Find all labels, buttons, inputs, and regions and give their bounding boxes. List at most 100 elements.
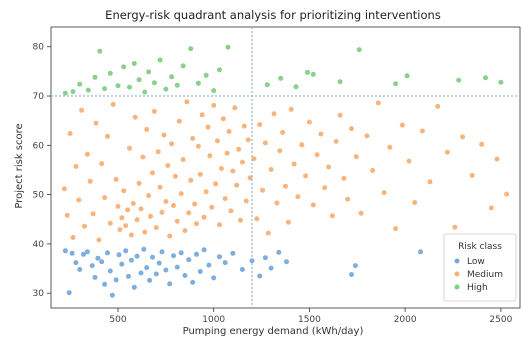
point-medium	[265, 230, 271, 236]
point-low	[119, 261, 125, 267]
point-medium	[406, 158, 412, 164]
point-medium	[341, 175, 347, 181]
point-medium	[205, 124, 211, 130]
point-high	[305, 69, 310, 75]
point-medium	[444, 149, 450, 155]
point-medium	[370, 168, 376, 173]
point-low	[159, 249, 165, 255]
point-high	[195, 80, 201, 86]
point-low	[268, 265, 274, 271]
point-low	[144, 265, 150, 271]
point-medium	[375, 100, 381, 106]
point-low	[156, 260, 162, 266]
point-medium	[460, 134, 466, 140]
point-medium	[291, 161, 297, 167]
point-high	[203, 72, 209, 78]
point-medium	[115, 203, 121, 209]
point-medium	[412, 200, 418, 205]
point-low	[99, 259, 105, 265]
point-medium	[251, 156, 257, 162]
point-low	[190, 279, 196, 285]
point-medium	[226, 129, 232, 134]
y-tick-label: 40	[33, 240, 45, 250]
point-medium	[288, 106, 294, 112]
point-medium	[283, 183, 288, 189]
legend: Risk class Low Medium High	[443, 233, 517, 302]
point-medium	[211, 102, 217, 108]
point-medium	[125, 207, 131, 213]
point-medium	[479, 141, 485, 147]
point-high	[151, 80, 157, 86]
point-high	[163, 86, 169, 92]
point-medium	[239, 159, 245, 165]
point-high	[136, 77, 142, 83]
point-high	[498, 79, 504, 85]
point-medium	[146, 193, 152, 199]
point-low	[349, 272, 354, 277]
point-low	[138, 270, 144, 276]
point-medium	[280, 130, 286, 135]
point-medium	[79, 107, 85, 113]
point-medium	[337, 112, 343, 118]
point-high	[217, 67, 222, 73]
point-medium	[117, 227, 123, 233]
point-high	[115, 83, 121, 89]
point-high	[188, 46, 194, 52]
point-high	[131, 61, 137, 66]
point-medium	[70, 235, 76, 240]
x-tick-label: 2500	[489, 315, 512, 325]
legend-label-medium: Medium	[467, 270, 503, 280]
point-medium	[245, 137, 251, 143]
point-medium	[178, 191, 184, 197]
point-high	[356, 47, 362, 53]
point-low	[201, 247, 207, 253]
point-low	[418, 249, 423, 255]
point-medium	[427, 179, 433, 185]
point-medium	[207, 153, 213, 159]
point-high	[225, 44, 231, 50]
point-low	[131, 284, 137, 290]
point-low	[186, 257, 192, 263]
point-low	[150, 254, 155, 260]
point-low	[113, 277, 119, 283]
point-medium	[199, 112, 205, 118]
point-medium	[132, 114, 138, 120]
point-high	[278, 75, 284, 81]
point-low	[62, 248, 68, 254]
point-medium	[84, 151, 90, 157]
plot-area	[51, 27, 520, 308]
point-low	[197, 269, 203, 274]
point-medium	[161, 132, 167, 138]
point-medium	[186, 210, 192, 216]
point-medium	[184, 99, 190, 105]
point-medium	[157, 184, 163, 190]
point-low	[257, 273, 263, 279]
point-low	[182, 273, 188, 278]
point-low	[73, 260, 79, 266]
point-low	[116, 252, 122, 258]
point-low	[141, 246, 147, 252]
point-medium	[159, 209, 165, 215]
point-medium	[182, 228, 188, 234]
point-medium	[303, 173, 309, 179]
point-high	[127, 84, 132, 90]
point-medium	[61, 186, 67, 192]
point-low	[134, 253, 140, 259]
point-medium	[171, 203, 176, 208]
point-low	[84, 249, 90, 255]
point-medium	[262, 140, 268, 146]
point-medium	[194, 221, 199, 227]
point-medium	[349, 126, 354, 132]
point-low	[81, 251, 86, 257]
point-medium	[102, 195, 108, 201]
point-medium	[107, 220, 113, 226]
point-high	[77, 81, 83, 87]
point-low	[222, 260, 228, 266]
chart-title: Energy-risk quadrant analysis for priori…	[105, 8, 441, 22]
point-medium	[169, 141, 175, 147]
point-medium	[254, 216, 260, 222]
point-medium	[353, 154, 359, 160]
point-low	[153, 271, 159, 277]
point-medium	[64, 212, 70, 218]
